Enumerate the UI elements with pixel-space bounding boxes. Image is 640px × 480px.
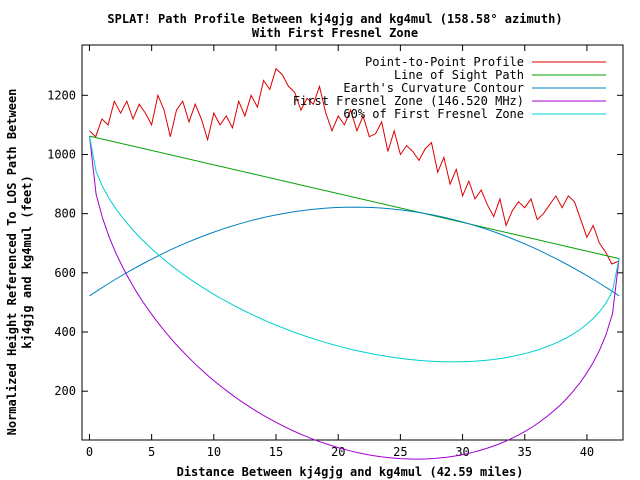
x-tick-label-4: 20 <box>331 445 345 459</box>
legend-label-0: Point-to-Point Profile <box>365 55 524 69</box>
series-first-fresnel-zone <box>89 136 620 460</box>
legend-label-2: Earth's Curvature Contour <box>343 81 524 95</box>
series-earth-curvature <box>89 206 620 297</box>
plot-frame <box>81 44 624 441</box>
x-tick-label-0: 0 <box>86 445 93 459</box>
legend-label-3: First Fresnel Zone (146.520 MHz) <box>293 94 524 108</box>
chart-subtitle: With First Fresnel Zone <box>252 26 418 40</box>
series-sixty-percent-fresnel-zone <box>89 136 620 363</box>
y-axis-title-line1: Normalized Height Referenced To LOS Path… <box>5 89 19 436</box>
y-tick-label-5: 1200 <box>47 88 76 102</box>
x-tick-label-8: 40 <box>580 445 594 459</box>
x-tick-label-2: 10 <box>207 445 221 459</box>
y-tick-label-1: 400 <box>54 325 76 339</box>
plot-area: 0 5 10 15 20 25 30 35 40 200 400 600 800 1000 1200 <box>47 44 624 460</box>
legend-label-1: Line of Sight Path <box>394 68 524 82</box>
y-tick-label-2: 600 <box>54 266 76 280</box>
y-axis-title: Normalized Height Referenced To LOS Path… <box>5 89 34 436</box>
y-axis-title-line2: kj4gjg and kg4mul (feet) <box>20 175 34 348</box>
y-tick-label-3: 800 <box>54 207 76 221</box>
y-tick-label-4: 1000 <box>47 147 76 161</box>
y-tick-label-0: 200 <box>54 384 76 398</box>
x-axis-title: Distance Between kj4gjg and kg4mul (42.5… <box>177 465 524 479</box>
series-line-of-sight <box>89 135 620 260</box>
legend-label-4: 60% of First Fresnel Zone <box>343 107 524 121</box>
x-tick-label-7: 35 <box>518 445 532 459</box>
series-point-to-point-profile <box>89 67 620 265</box>
x-tick-label-3: 15 <box>269 445 283 459</box>
x-tick-label-1: 5 <box>148 445 155 459</box>
x-tick-label-6: 30 <box>455 445 469 459</box>
x-tick-label-5: 25 <box>393 445 407 459</box>
chart-title: SPLAT! Path Profile Between kj4gjg and k… <box>107 12 562 26</box>
